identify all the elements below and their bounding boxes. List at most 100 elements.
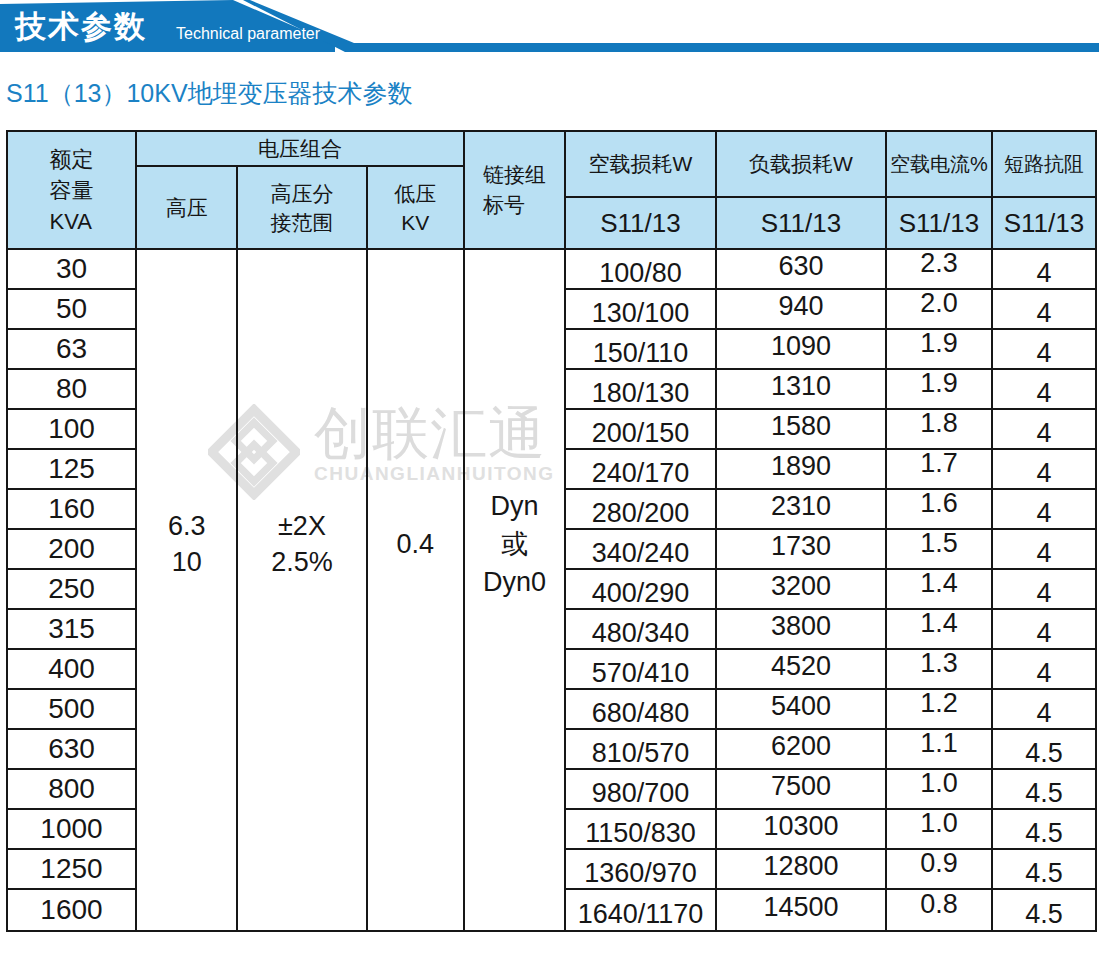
impedance-cell: 4.5 [993,890,1095,930]
column-impedance: 短路抗阻 S11/13 4 4 4 4 [993,132,1095,930]
noload-loss-cells: 100/80 130/100 150/110 180/130 [566,250,715,930]
hv-tap-merged-cell: ±2X 2.5% [238,250,365,930]
page-title: S11（13）10KV地埋变压器技术参数 [6,77,413,110]
column-noload-loss: 空载损耗W S11/13 100/80 130/100 150/110 [566,132,717,930]
capacity-cell: 250 [8,570,135,610]
column-hv: 高压 6.3 10 [137,167,238,930]
header-noload-loss: 空载损耗W [566,132,715,198]
header-voltage-group: 电压组合 [137,132,463,167]
load-loss-cell: 10300 [717,810,885,850]
load-loss-cell: 630 [717,250,885,290]
load-loss-cell: 2310 [717,490,885,530]
capacity-cell: 80 [8,370,135,410]
capacity-cell: 630 [8,730,135,770]
capacity-cells: 30 50 63 80 100 [8,250,135,930]
noload-loss-cell: 100/80 [566,250,715,290]
header-lv: 低压 KV [368,167,463,250]
noload-current-cell: 1.2 [887,690,991,730]
noload-current-cell: 0.8 [887,890,991,930]
impedance-cell: 4 [993,290,1095,330]
load-loss-cell: 7500 [717,770,885,810]
header-vector-group: 链接组 标号 [465,132,564,250]
capacity-cell: 200 [8,530,135,570]
noload-current-cell: 1.3 [887,650,991,690]
page: 技术参数 Technical parameter S11（13）10KV地埋变压… [0,0,1099,974]
load-loss-cell: 3800 [717,610,885,650]
noload-loss-cell: 280/200 [566,490,715,530]
impedance-cell: 4.5 [993,850,1095,890]
header-load-loss-model: S11/13 [717,198,885,250]
impedance-cell: 4.5 [993,730,1095,770]
impedance-cell: 4.5 [993,810,1095,850]
banner-title-cn: 技术参数 [15,8,175,46]
column-group-voltage: 电压组合 高压 6.3 10 高压分 接范围 ±2X 2.5% [137,132,465,930]
impedance-cell: 4 [993,530,1095,570]
column-hv-tap: 高压分 接范围 ±2X 2.5% [238,167,367,930]
header-impedance-model: S11/13 [993,198,1095,250]
noload-loss-cell: 810/570 [566,730,715,770]
impedance-cell: 4 [993,490,1095,530]
header-noload-loss-model: S11/13 [566,198,715,250]
load-loss-cell: 12800 [717,850,885,890]
noload-loss-cell: 130/100 [566,290,715,330]
load-loss-cell: 14500 [717,890,885,930]
voltage-subcolumns: 高压 6.3 10 高压分 接范围 ±2X 2.5% 低压 KV [137,167,463,930]
impedance-cell: 4 [993,690,1095,730]
load-loss-cell: 1310 [717,370,885,410]
column-lv: 低压 KV 0.4 [368,167,463,930]
noload-current-cell: 1.6 [887,490,991,530]
impedance-cell: 4.5 [993,770,1095,810]
header-load-loss: 负载损耗W [717,132,885,198]
capacity-cell: 125 [8,450,135,490]
noload-current-cell: 2.0 [887,290,991,330]
parameters-table: 额定 容量 KVA 30 50 63 [6,130,1097,932]
capacity-cell: 1250 [8,850,135,890]
noload-loss-cell: 980/700 [566,770,715,810]
noload-current-cell: 1.8 [887,410,991,450]
noload-current-cell: 1.9 [887,370,991,410]
impedance-cell: 4 [993,610,1095,650]
load-loss-cell: 940 [717,290,885,330]
load-loss-cell: 3200 [717,570,885,610]
impedance-cells: 4 4 4 4 4 [993,250,1095,930]
header-hv: 高压 [137,167,236,250]
noload-current-cell: 1.0 [887,810,991,850]
noload-current-cell: 0.9 [887,850,991,890]
impedance-cell: 4 [993,650,1095,690]
load-loss-cell: 1730 [717,530,885,570]
noload-current-cells: 2.3 2.0 1.9 1.9 1.8 [887,250,991,930]
noload-current-cell: 1.4 [887,570,991,610]
banner-title-en: Technical parameter [176,24,320,44]
capacity-cell: 100 [8,410,135,450]
column-load-loss: 负载损耗W S11/13 630 940 1090 [717,132,887,930]
noload-current-cell: 1.1 [887,730,991,770]
noload-current-cell: 1.4 [887,610,991,650]
noload-loss-cell: 1360/970 [566,850,715,890]
noload-loss-cell: 400/290 [566,570,715,610]
header-impedance: 短路抗阻 [993,132,1095,198]
column-noload-current: 空载电流% S11/13 2.3 2.0 1.9 [887,132,993,930]
capacity-cell: 63 [8,330,135,370]
capacity-cell: 50 [8,290,135,330]
column-vector-group: 链接组 标号 Dyn 或 Dyn0 [465,132,566,930]
noload-loss-cell: 1150/830 [566,810,715,850]
load-loss-cell: 1890 [717,450,885,490]
noload-current-cell: 1.9 [887,330,991,370]
header-noload-current-model: S11/13 [887,198,991,250]
load-loss-cell: 1580 [717,410,885,450]
noload-current-cell: 1.0 [887,770,991,810]
capacity-cell: 400 [8,650,135,690]
load-loss-cell: 6200 [717,730,885,770]
load-loss-cells: 630 940 1090 1310 1580 [717,250,885,930]
noload-loss-cell: 680/480 [566,690,715,730]
header-hv-tap: 高压分 接范围 [238,167,365,250]
header-capacity: 额定 容量 KVA [8,132,135,250]
noload-loss-cell: 240/170 [566,450,715,490]
capacity-cell: 160 [8,490,135,530]
noload-loss-cell: 180/130 [566,370,715,410]
load-loss-cell: 5400 [717,690,885,730]
column-capacity: 额定 容量 KVA 30 50 63 [8,132,137,930]
noload-loss-cell: 150/110 [566,330,715,370]
impedance-cell: 4 [993,450,1095,490]
noload-loss-cell: 570/410 [566,650,715,690]
